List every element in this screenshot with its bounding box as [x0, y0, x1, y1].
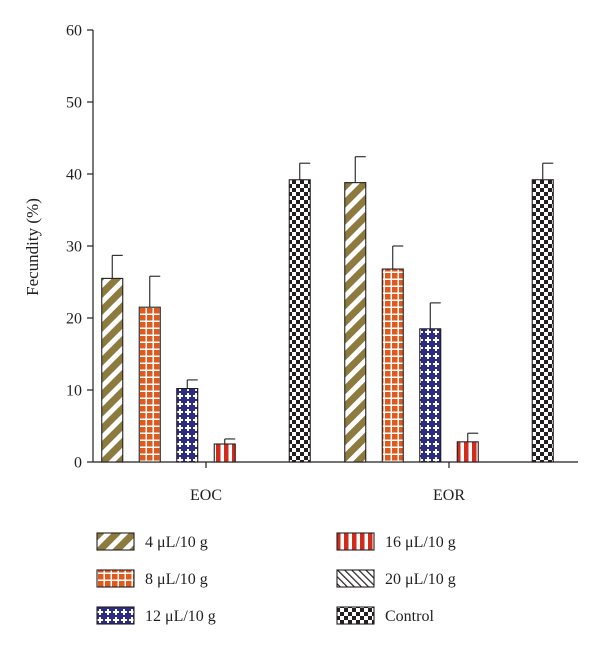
legend-swatch — [96, 532, 135, 551]
x-tick-label: EOC — [190, 487, 222, 504]
y-tick-label: 50 — [66, 95, 82, 112]
bar — [176, 388, 199, 463]
legend-item: 16 μL/10 g — [336, 532, 456, 551]
bar — [101, 277, 124, 463]
x-tick-label: EOR — [433, 487, 465, 504]
bars — [101, 156, 554, 463]
legend-swatch — [96, 569, 135, 588]
legend: 4 μL/10 g 8 μL/10 g 12 μL/10 g 16 μL/10 g 20… — [96, 532, 456, 625]
legend-label: Control — [385, 608, 434, 625]
axes: 0 10 20 30 40 50 60 EOC EOR — [66, 23, 578, 504]
legend-swatch — [336, 532, 375, 551]
legend-swatch — [336, 569, 375, 588]
y-tick-label: 10 — [66, 383, 82, 400]
legend-label: 12 μL/10 g — [145, 608, 216, 625]
legend-label: 8 μL/10 g — [145, 571, 208, 588]
legend-item: 4 μL/10 g — [96, 532, 208, 551]
y-axis-label: Fecundity (%) — [23, 198, 42, 296]
y-tick-label: 60 — [66, 23, 82, 40]
legend-swatch — [96, 606, 135, 625]
legend-item: 20 μL/10 g — [336, 569, 456, 588]
y-tick-label: 0 — [74, 455, 82, 472]
bar — [381, 268, 404, 463]
bar — [288, 179, 311, 463]
legend-item: Control — [336, 606, 434, 625]
legend-label: 20 μL/10 g — [385, 571, 456, 588]
legend-item: 8 μL/10 g — [96, 569, 208, 588]
bar — [138, 306, 161, 463]
bar — [213, 443, 236, 463]
bar — [531, 179, 554, 463]
bar — [456, 441, 479, 463]
legend-label: 16 μL/10 g — [385, 534, 456, 551]
y-tick-label: 40 — [66, 167, 82, 184]
legend-label: 4 μL/10 g — [145, 534, 208, 551]
bar — [344, 182, 367, 463]
y-tick-label: 20 — [66, 311, 82, 328]
y-tick-label: 30 — [66, 239, 82, 256]
bar — [419, 328, 442, 463]
legend-swatch — [336, 606, 375, 625]
legend-item: 12 μL/10 g — [96, 606, 216, 625]
